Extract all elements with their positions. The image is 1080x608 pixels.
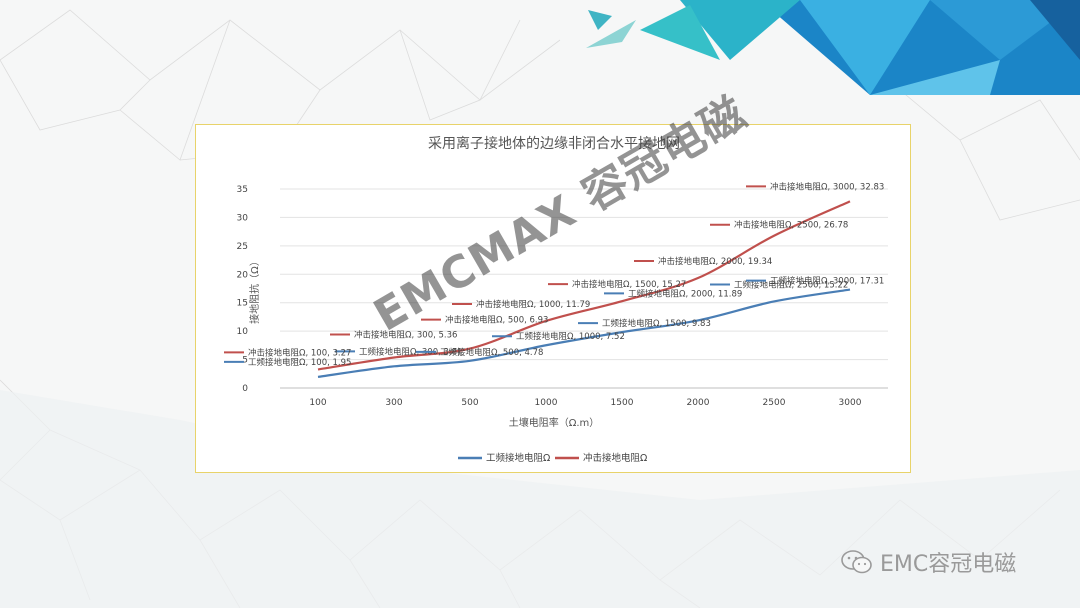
legend: 工频接地电阻Ω 冲击接地电阻Ω xyxy=(458,452,647,464)
series-lines xyxy=(317,200,851,379)
chart-title: 采用离子接地体的边缘非闭合水平接地网 xyxy=(428,135,680,152)
brand-badge: EMC容冠电磁 xyxy=(840,546,1016,578)
data-label: 冲击接地电阻Ω, 1000, 11.79 xyxy=(476,299,590,310)
x-tick-label: 300 xyxy=(385,398,402,408)
x-axis-ticks: 100 300 500 1000 1500 2000 2500 3000 xyxy=(309,398,861,408)
data-label: 工频接地电阻Ω, 500, 4.78 xyxy=(440,347,543,358)
x-tick-label: 2500 xyxy=(763,398,786,408)
data-label: 冲击接地电阻Ω, 2000, 19.34 xyxy=(658,256,772,267)
x-tick-label: 3000 xyxy=(839,398,862,408)
brand-name: EMC容冠电磁 xyxy=(880,552,1017,577)
x-tick-label: 1500 xyxy=(611,398,634,408)
y-tick-label: 0 xyxy=(242,384,248,394)
data-label: 冲击接地电阻Ω, 100, 3.27 xyxy=(248,347,351,358)
line-chart: 采用离子接地体的边缘非闭合水平接地网 0 5 10 15 20 25 30 35 100 300… xyxy=(224,135,888,464)
y-tick-label: 15 xyxy=(237,299,248,309)
data-label: 冲击接地电阻Ω, 2500, 26.78 xyxy=(734,220,848,231)
data-label: 工频接地电阻Ω, 100, 1.95 xyxy=(248,357,351,368)
gridlines xyxy=(280,188,888,389)
y-axis-ticks: 0 5 10 15 20 25 30 35 xyxy=(237,185,249,394)
data-label: 工频接地电阻Ω, 1000, 7.52 xyxy=(516,331,625,342)
x-tick-label: 1000 xyxy=(535,398,558,408)
x-tick-label: 2000 xyxy=(687,398,710,408)
data-label: 工频接地电阻Ω, 2500, 15.22 xyxy=(734,279,848,290)
data-label: 工频接地电阻Ω, 300, 3.81 xyxy=(359,346,462,357)
y-axis-label: 接地阻抗（Ω） xyxy=(248,256,261,324)
x-tick-label: 100 xyxy=(309,398,326,408)
data-label: 工频接地电阻Ω, 3000, 17.31 xyxy=(770,276,884,287)
data-label: 工频接地电阻Ω, 1500, 9.83 xyxy=(602,318,711,329)
y-tick-label: 10 xyxy=(237,327,249,337)
x-tick-label: 500 xyxy=(461,398,478,408)
y-tick-label: 35 xyxy=(237,185,248,195)
data-label: 冲击接地电阻Ω, 1500, 15.27 xyxy=(572,279,686,290)
y-tick-label: 5 xyxy=(242,356,248,366)
data-label: 工频接地电阻Ω, 2000, 11.89 xyxy=(628,288,742,299)
chart-panel: 采用离子接地体的边缘非闭合水平接地网 0 5 10 15 20 25 30 35 100 300… xyxy=(195,124,911,473)
series-line-1 xyxy=(317,288,851,379)
data-label: 冲击接地电阻Ω, 300, 5.36 xyxy=(354,330,457,341)
legend-item-label: 工频接地电阻Ω xyxy=(486,452,550,464)
data-label: 冲击接地电阻Ω, 500, 6.93 xyxy=(445,315,548,326)
series-line-2 xyxy=(317,200,851,371)
data-label: 冲击接地电阻Ω, 3000, 32.83 xyxy=(770,181,884,192)
wechat-icon xyxy=(841,550,872,574)
y-tick-label: 30 xyxy=(237,213,249,223)
legend-item-label: 冲击接地电阻Ω xyxy=(583,452,647,464)
x-axis-label: 土壤电阻率（Ω.m） xyxy=(509,416,600,429)
y-tick-label: 20 xyxy=(237,270,249,280)
y-tick-label: 25 xyxy=(237,242,248,252)
